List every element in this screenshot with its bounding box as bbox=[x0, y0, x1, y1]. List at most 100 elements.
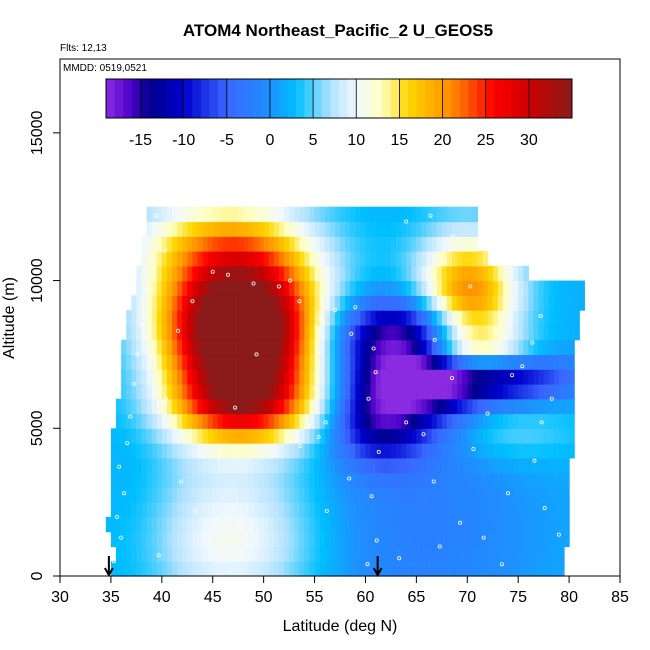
heatmap-cell bbox=[172, 561, 178, 577]
heatmap-cell bbox=[426, 383, 433, 400]
heatmap-cell bbox=[329, 531, 336, 548]
heatmap-cell bbox=[477, 398, 484, 415]
heatmap-cell bbox=[482, 457, 489, 474]
heatmap-cell bbox=[426, 443, 433, 459]
heatmap-cell bbox=[472, 516, 479, 533]
heatmap-cell bbox=[136, 487, 143, 503]
heatmap-cell bbox=[411, 428, 417, 444]
heatmap-cell bbox=[380, 413, 387, 429]
heatmap-cell bbox=[436, 472, 443, 488]
heatmap-cell bbox=[309, 472, 316, 488]
heatmap-cell bbox=[116, 428, 122, 444]
heatmap-cell bbox=[365, 369, 372, 385]
heatmap-cell bbox=[273, 546, 280, 562]
heatmap-cell bbox=[334, 502, 341, 518]
heatmap-cell bbox=[263, 443, 270, 459]
heatmap-cell bbox=[136, 413, 143, 429]
heatmap-cell bbox=[401, 310, 407, 326]
heatmap-cell bbox=[396, 324, 402, 341]
sample-marker bbox=[347, 476, 352, 481]
heatmap-cell bbox=[345, 221, 351, 237]
heatmap-cell bbox=[528, 398, 535, 415]
heatmap-cell bbox=[553, 428, 560, 444]
heatmap-cell bbox=[553, 487, 560, 503]
heatmap-cell bbox=[263, 383, 270, 400]
heatmap-cell bbox=[207, 280, 214, 296]
colorbar-cell bbox=[373, 79, 383, 118]
heatmap-cell bbox=[472, 398, 479, 415]
heatmap-cell bbox=[238, 516, 244, 533]
heatmap-cell bbox=[151, 531, 158, 548]
heatmap-cell bbox=[492, 383, 499, 400]
heatmap-cell bbox=[177, 206, 183, 223]
heatmap-cell bbox=[212, 324, 219, 341]
heatmap-cell bbox=[406, 383, 412, 400]
heatmap-cell bbox=[528, 383, 535, 400]
heatmap-cell bbox=[528, 280, 535, 296]
heatmap-cell bbox=[131, 339, 137, 356]
heatmap-cell bbox=[411, 398, 417, 415]
heatmap-cell bbox=[401, 516, 407, 533]
heatmap-cell bbox=[304, 487, 311, 503]
heatmap-cell bbox=[248, 516, 255, 533]
heatmap-cell bbox=[151, 457, 158, 474]
heatmap-cell bbox=[401, 295, 407, 311]
heatmap-cell bbox=[146, 443, 153, 459]
heatmap-cell bbox=[131, 295, 137, 311]
heatmap-cell bbox=[294, 561, 300, 577]
heatmap-cell bbox=[161, 324, 168, 341]
heatmap-cell bbox=[564, 502, 570, 518]
heatmap-cell bbox=[131, 457, 137, 474]
heatmap-cell bbox=[523, 443, 529, 459]
heatmap-cell bbox=[228, 531, 234, 548]
heatmap-cell bbox=[294, 221, 300, 237]
heatmap-cell bbox=[431, 236, 438, 252]
heatmap-cell bbox=[187, 383, 193, 400]
heatmap-cell bbox=[390, 516, 397, 533]
sample-marker bbox=[485, 411, 490, 416]
heatmap-cell bbox=[370, 516, 377, 533]
heatmap-cell bbox=[212, 516, 219, 533]
heatmap-cell bbox=[172, 369, 178, 385]
heatmap-cell bbox=[492, 413, 499, 429]
heatmap-cell bbox=[365, 295, 372, 311]
heatmap-cell bbox=[238, 383, 244, 400]
colorbar-cell bbox=[502, 79, 513, 118]
heatmap-cell bbox=[202, 265, 209, 282]
x-tick-label: 50 bbox=[255, 589, 273, 606]
colorbar-cell bbox=[183, 79, 193, 118]
heatmap-cell bbox=[228, 428, 234, 444]
heatmap-cell bbox=[172, 443, 178, 459]
heatmap-cell bbox=[401, 280, 407, 296]
heatmap-cell bbox=[431, 324, 438, 341]
heatmap-cell bbox=[477, 310, 484, 326]
heatmap-cell bbox=[268, 413, 275, 429]
heatmap-cell bbox=[370, 472, 377, 488]
heatmap-cell bbox=[182, 369, 188, 385]
heatmap-cell bbox=[370, 383, 377, 400]
heatmap-cell bbox=[177, 236, 183, 252]
heatmap-cell bbox=[457, 354, 463, 370]
heatmap-cell bbox=[131, 487, 137, 503]
heatmap-cell bbox=[258, 472, 265, 488]
heatmap-cell bbox=[136, 265, 143, 282]
heatmap-cell bbox=[416, 295, 423, 311]
heatmap-cell bbox=[538, 487, 545, 503]
heatmap-cell bbox=[416, 457, 423, 474]
heatmap-cell bbox=[340, 295, 346, 311]
sample-marker bbox=[366, 396, 371, 401]
x-tick-label: 35 bbox=[102, 589, 120, 606]
heatmap-cell bbox=[126, 531, 132, 548]
heatmap-cell bbox=[197, 502, 204, 518]
heatmap-cell bbox=[390, 265, 397, 282]
heatmap-cell bbox=[253, 398, 260, 415]
heatmap-cell bbox=[482, 443, 489, 459]
heatmap-cell bbox=[477, 502, 484, 518]
heatmap-cell bbox=[385, 487, 392, 503]
heatmap-cell bbox=[151, 369, 158, 385]
y-tick-label: 0 bbox=[29, 571, 46, 580]
heatmap-cell bbox=[482, 546, 489, 562]
heatmap-cell bbox=[380, 428, 387, 444]
heatmap-cell bbox=[518, 472, 524, 488]
colorbar-tick-label: 15 bbox=[391, 132, 409, 149]
